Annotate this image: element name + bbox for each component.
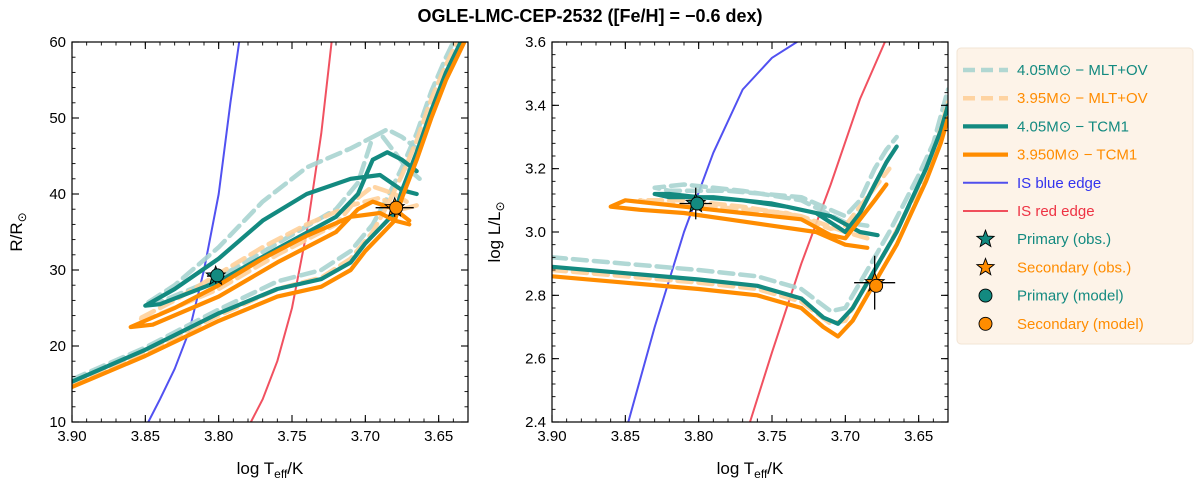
legend-dot-icon bbox=[978, 316, 993, 331]
radius-y-tick-label: 40 bbox=[49, 186, 66, 203]
radius-y-tick-label: 60 bbox=[49, 34, 66, 51]
legend-item-primary-model: Primary (model) bbox=[978, 288, 1124, 305]
radius-x-tick-label: 3.85 bbox=[131, 428, 160, 445]
radius-series-4-05m-tcm1-loop bbox=[143, 150, 419, 308]
radius-series-is-red-edge bbox=[249, 42, 333, 422]
legend-box bbox=[956, 47, 1194, 345]
luminosity-x-tick-label: 3.80 bbox=[684, 428, 713, 445]
luminosity-x-tick-label: 3.90 bbox=[537, 428, 566, 445]
legend-label: Primary (model) bbox=[1017, 288, 1124, 305]
radius-y-tick-label: 20 bbox=[49, 338, 66, 355]
legend-label: 4.05M⊙ − MLT+OV bbox=[1017, 62, 1148, 79]
legend-star-icon bbox=[975, 257, 996, 276]
luminosity-x-axis-label: log Teff/K bbox=[717, 459, 784, 481]
radius-x-tick-label: 3.70 bbox=[351, 428, 380, 445]
luminosity-plot-area bbox=[552, 42, 948, 422]
legend-label: Secondary (model) bbox=[1017, 316, 1144, 333]
legend-item-secondary-model: Secondary (model) bbox=[978, 316, 1144, 333]
legend: 4.05M⊙ − MLT+OV 3.95M⊙ − MLT+OV 4.05M⊙ − T… bbox=[956, 47, 1194, 345]
legend-label: IS red edge bbox=[1017, 203, 1095, 220]
radius-series-is-blue-edge bbox=[147, 42, 241, 422]
luminosity-secondary-model-marker bbox=[869, 278, 884, 293]
luminosity-x-tick-label: 3.75 bbox=[757, 428, 786, 445]
luminosity-series-4-05m-tcm1 bbox=[552, 103, 948, 326]
luminosity-y-tick-label: 3.4 bbox=[525, 97, 546, 114]
radius-x-axis-label: log Teff/K bbox=[237, 459, 304, 481]
luminosity-series-4-05m-mlt-ov-loop bbox=[652, 134, 899, 228]
luminosity-y-tick-label: 3.6 bbox=[525, 34, 546, 51]
legend-item-is-red-edge: IS red edge bbox=[963, 203, 1095, 220]
radius-y-tick-label: 10 bbox=[49, 414, 66, 431]
luminosity-series-is-blue-edge bbox=[627, 42, 798, 422]
luminosity-y-tick-label: 3.2 bbox=[525, 161, 546, 178]
luminosity-y-tick-label: 2.6 bbox=[525, 351, 546, 368]
legend-label: IS blue edge bbox=[1017, 175, 1101, 192]
luminosity-panel: 3.90 3.85 3.80 3.75 3.70 3.65 2.4 2.6 2.8 3.0 3.2 3… bbox=[485, 34, 949, 481]
radius-y-tick-label: 50 bbox=[49, 110, 66, 127]
legend-item-is-blue-edge: IS blue edge bbox=[963, 175, 1101, 192]
radius-x-tick-label: 3.90 bbox=[57, 428, 86, 445]
legend-label: 3.950M⊙ − TCM1 bbox=[1017, 147, 1137, 164]
luminosity-x-tick-label: 3.70 bbox=[831, 428, 860, 445]
radius-series-4-05m-tcm1 bbox=[72, 42, 464, 384]
luminosity-y-axis-label: log L/L⊙ bbox=[485, 201, 507, 262]
radius-x-tick-label: 3.80 bbox=[204, 428, 233, 445]
legend-item-secondary-obs: Secondary (obs.) bbox=[975, 257, 1131, 276]
luminosity-y-tick-label: 2.4 bbox=[525, 414, 546, 431]
legend-item-primary-obs: Primary (obs.) bbox=[975, 228, 1111, 248]
radius-y-axis-label: R/R⊙ bbox=[7, 212, 29, 251]
radius-panel: 3.90 3.85 3.80 3.75 3.70 3.65 10 20 30 40 50 60 log… bbox=[7, 34, 469, 481]
luminosity-series-4-05m-mlt-ov bbox=[552, 87, 948, 314]
legend-label: 3.95M⊙ − MLT+OV bbox=[1017, 90, 1148, 107]
legend-dot-icon bbox=[978, 288, 993, 303]
luminosity-x-tick-label: 3.85 bbox=[611, 428, 640, 445]
luminosity-primary-model-marker bbox=[690, 196, 705, 211]
luminosity-series-3-950m-tcm1 bbox=[552, 115, 948, 339]
luminosity-ticks: 3.90 3.85 3.80 3.75 3.70 3.65 2.4 2.6 2.8 3.0 3.2 3… bbox=[525, 34, 949, 445]
radius-series-3-950m-tcm1 bbox=[72, 42, 467, 390]
radius-ticks: 3.90 3.85 3.80 3.75 3.70 3.65 10 20 30 40 50 60 bbox=[49, 34, 469, 445]
luminosity-x-tick-label: 3.65 bbox=[904, 428, 933, 445]
legend-label: Secondary (obs.) bbox=[1017, 259, 1131, 276]
legend-item-3-95m-mlt-ov: 3.95M⊙ − MLT+OV bbox=[963, 90, 1148, 107]
legend-item-3-950m-tcm1: 3.950M⊙ − TCM1 bbox=[963, 147, 1137, 164]
chart-title: OGLE-LMC-CEP-2532 ([Fe/H] = −0.6 dex) bbox=[417, 6, 762, 26]
radius-x-tick-label: 3.75 bbox=[277, 428, 306, 445]
luminosity-y-tick-label: 3.0 bbox=[525, 224, 546, 241]
luminosity-series-4-05m-tcm1-loop bbox=[652, 144, 899, 238]
radius-axes-frame bbox=[71, 41, 469, 423]
legend-item-4-05m-mlt-ov: 4.05M⊙ − MLT+OV bbox=[963, 62, 1148, 79]
legend-label: Primary (obs.) bbox=[1017, 231, 1111, 248]
radius-primary-model-marker bbox=[210, 268, 225, 283]
radius-y-tick-label: 30 bbox=[49, 262, 66, 279]
luminosity-series-3-950m-tcm1-loop bbox=[608, 182, 889, 250]
legend-label: 4.05M⊙ − TCM1 bbox=[1017, 118, 1129, 135]
luminosity-y-tick-label: 2.8 bbox=[525, 287, 546, 304]
radius-series-3-950m-tcm1-loop bbox=[128, 199, 412, 330]
legend-star-icon bbox=[975, 228, 996, 248]
radius-secondary-model-marker bbox=[389, 200, 404, 215]
radius-plot-area bbox=[72, 42, 467, 422]
radius-x-tick-label: 3.65 bbox=[424, 428, 453, 445]
legend-item-4-05m-tcm1: 4.05M⊙ − TCM1 bbox=[963, 118, 1129, 135]
radius-series-3-95m-mlt-ov-loop bbox=[135, 184, 419, 322]
